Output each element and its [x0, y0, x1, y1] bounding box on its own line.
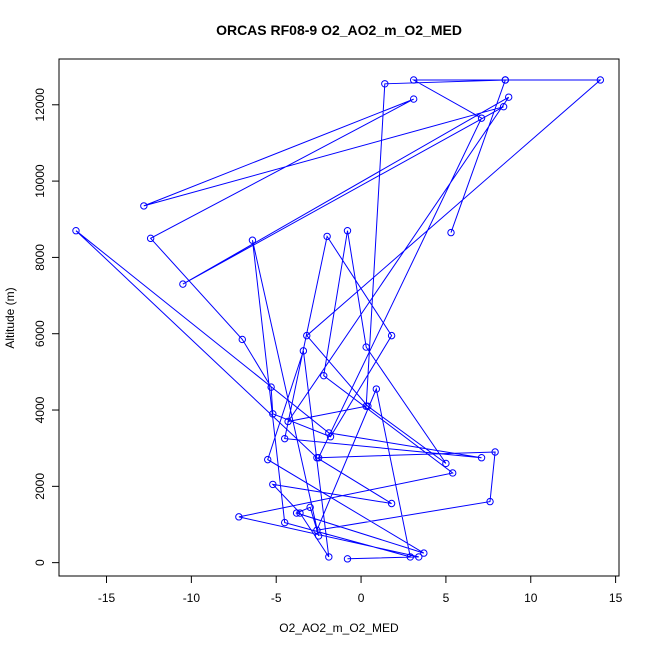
data-point — [409, 95, 418, 103]
x-tick-label: 0 — [358, 591, 365, 605]
data-point — [420, 549, 428, 557]
y-axis-label: Altitude (m) — [3, 287, 17, 348]
data-point — [146, 234, 155, 243]
data-point — [442, 459, 450, 468]
y-tick-label: 2000 — [33, 473, 47, 500]
data-point — [248, 236, 257, 244]
data-point — [325, 553, 333, 561]
data-point — [314, 454, 323, 462]
data-point — [325, 429, 333, 437]
data-point — [491, 448, 499, 456]
data-point — [477, 114, 486, 122]
data-point — [477, 454, 486, 462]
y-tick-label: 12000 — [33, 88, 47, 122]
data-point — [415, 553, 423, 561]
data-point — [238, 335, 246, 344]
data-point — [486, 497, 494, 506]
y-tick-label: 0 — [33, 559, 47, 566]
data-point — [323, 232, 331, 241]
chart-title: ORCAS RF08-9 O2_AO2_m_O2_MED — [216, 22, 462, 38]
data-point — [501, 76, 510, 84]
data-point — [499, 102, 508, 111]
x-axis: -15 -10 -5 0 5 10 15 — [98, 575, 623, 605]
data-point — [284, 417, 292, 426]
data-point — [280, 434, 289, 443]
data-point — [409, 76, 418, 84]
data-point — [269, 410, 277, 418]
data-point — [179, 280, 187, 288]
data-point — [296, 509, 304, 517]
data-point — [504, 93, 513, 101]
series-line — [75, 79, 602, 560]
data-point — [306, 503, 314, 512]
y-tick-label: 6000 — [33, 320, 47, 347]
data-point — [235, 513, 243, 521]
data-point — [280, 518, 289, 527]
data-point — [269, 480, 277, 489]
series-layer — [72, 76, 605, 563]
data-point — [264, 455, 272, 464]
data-point — [313, 526, 321, 534]
data-point — [406, 553, 414, 561]
data-point — [448, 469, 457, 477]
y-tick-label: 8000 — [33, 244, 47, 271]
data-point — [387, 331, 396, 340]
data-point — [343, 226, 352, 235]
data-point — [343, 555, 352, 563]
data-point — [326, 433, 335, 441]
data-point — [140, 202, 148, 210]
data-point — [362, 402, 370, 410]
data-point — [596, 76, 605, 84]
data-point — [372, 385, 381, 393]
data-point — [320, 371, 328, 380]
data-point — [447, 228, 455, 237]
y-axis: 0 2000 4000 6000 8000 10000 12000 — [33, 88, 60, 566]
x-tick-label: -5 — [271, 591, 282, 605]
x-tick-label: -15 — [98, 591, 116, 605]
y-tick-label: 4000 — [33, 396, 47, 423]
x-tick-label: 15 — [609, 591, 623, 605]
x-tick-label: 10 — [524, 591, 538, 605]
y-tick-label: 10000 — [33, 164, 47, 198]
data-point — [303, 331, 311, 340]
data-point — [72, 226, 80, 235]
x-tick-label: 5 — [443, 591, 450, 605]
data-point — [299, 347, 308, 355]
x-tick-label: -10 — [183, 591, 201, 605]
data-point — [292, 509, 301, 517]
data-point — [267, 383, 275, 391]
data-point — [362, 343, 370, 351]
data-point — [381, 80, 389, 88]
data-point — [387, 499, 396, 508]
x-axis-label: O2_AO2_m_O2_MED — [279, 621, 399, 635]
